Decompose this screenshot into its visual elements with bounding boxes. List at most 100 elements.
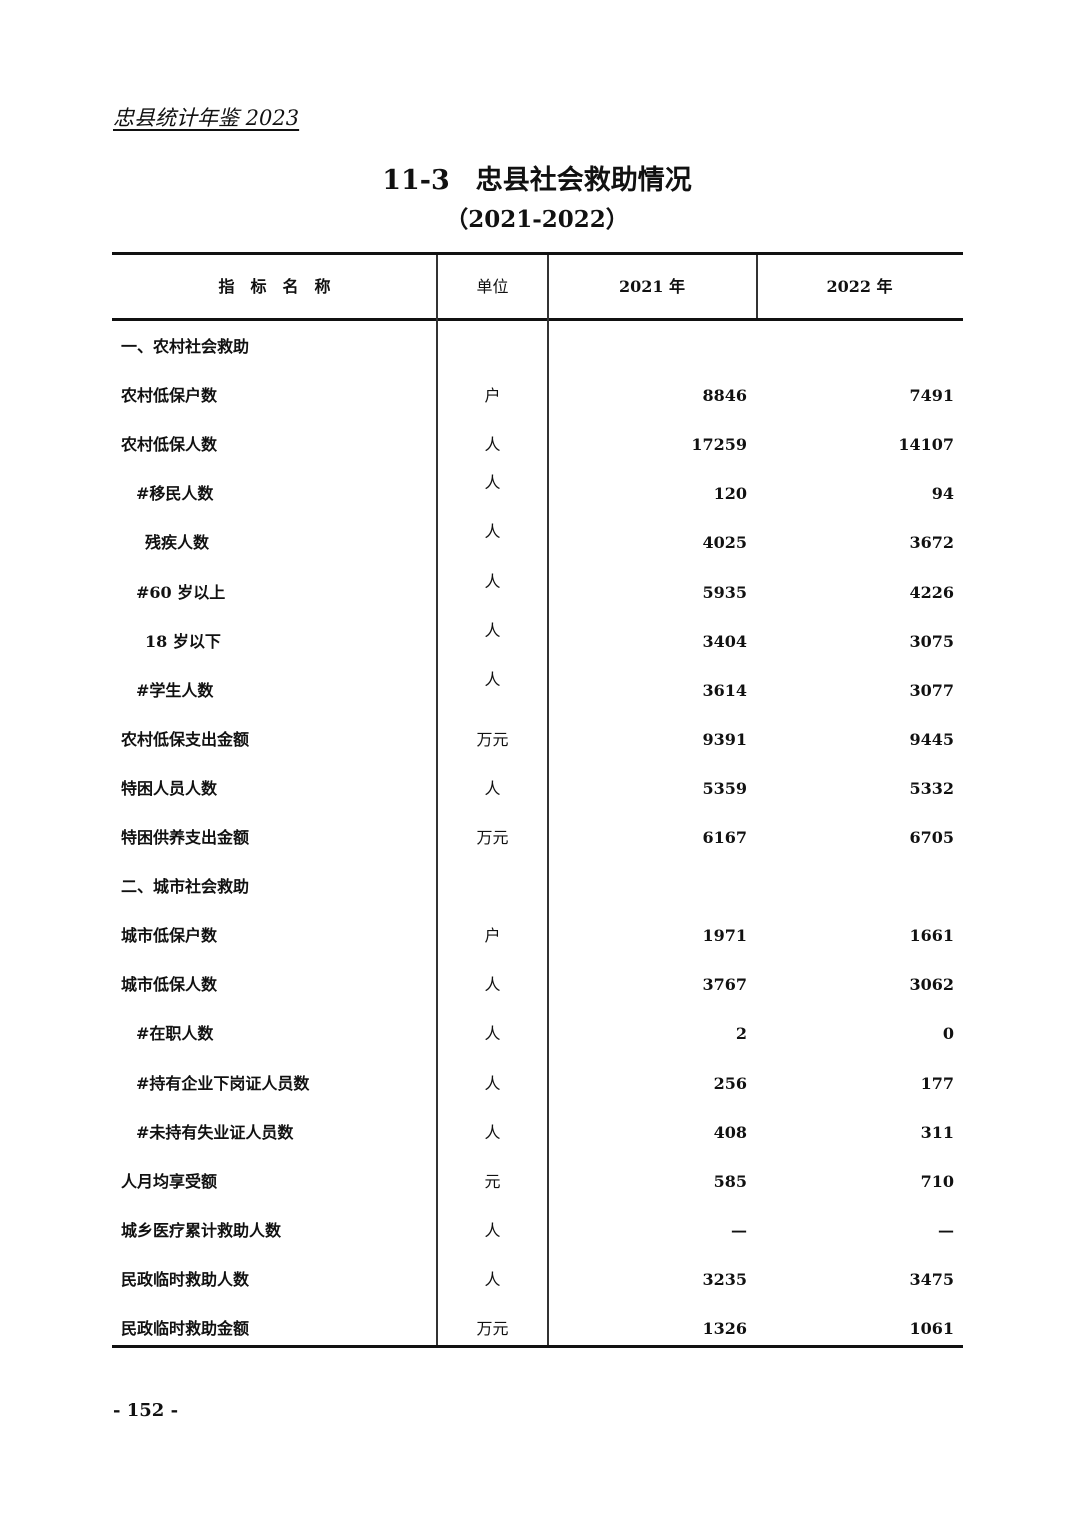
value-2021: 3404	[702, 631, 747, 651]
value-2022: 311	[920, 1122, 954, 1142]
table-title: 11-3 忠县社会救助情况	[0, 158, 1074, 197]
table-row: #在职人数 人 2 0	[112, 1020, 963, 1069]
row-unit: 人	[484, 778, 501, 798]
row-label: 二、城市社会救助	[121, 877, 250, 897]
table-row: 城市低保户数 户 1971 1661	[112, 922, 963, 971]
header-indicator: 指 标 名 称	[218, 277, 331, 296]
value-2021: 1326	[702, 1319, 747, 1338]
table-header: 指 标 名 称 单位 2021 年 2022 年	[112, 255, 963, 321]
value-2022: 7491	[909, 386, 954, 406]
row-unit: 人	[484, 1269, 501, 1289]
header-2021: 2021 年	[618, 277, 686, 296]
row-label: 城乡医疗累计救助人数	[121, 1220, 282, 1240]
page-number: - 152 -	[113, 1400, 179, 1421]
row-label: #未持有失业证人员数	[136, 1122, 294, 1142]
value-2022: 4226	[909, 582, 954, 602]
row-unit: 万元	[476, 1319, 509, 1338]
value-2021: 585	[713, 1171, 747, 1191]
header-2022: 2022 年	[826, 277, 893, 296]
value-2022: 94	[931, 484, 954, 504]
row-unit: 万元	[476, 828, 509, 847]
table-row: 18 岁以下 人 3404 3075	[112, 621, 963, 677]
value-2022: 3475	[909, 1269, 954, 1289]
value-2022: 177	[920, 1073, 954, 1093]
value-2021: 8846	[702, 386, 747, 406]
table-row: 残疾人数 人 4025 3672	[112, 522, 963, 578]
table-row: #学生人数 人 3614 3077	[112, 670, 963, 726]
table-row: 农村低保人数 人 17259 14107	[112, 431, 963, 480]
value-2021: 3614	[702, 680, 747, 700]
value-2021: 5935	[702, 582, 747, 602]
row-label: 残疾人数	[145, 533, 210, 553]
row-unit: 元	[484, 1171, 501, 1191]
row-unit: 人	[484, 1122, 501, 1142]
row-label: 民政临时救助金额	[121, 1319, 250, 1338]
row-label: #学生人数	[136, 680, 214, 700]
data-table: 指 标 名 称 单位 2021 年 2022 年 一、农村社会救助 农村低保户数户…	[112, 252, 963, 1348]
table-row: 农村低保支出金额 万元 9391 9445	[112, 726, 963, 775]
row-label: 特困人员人数	[121, 778, 218, 798]
row-unit: 人	[484, 1220, 501, 1240]
table-row: 农村低保户数 户 8846 7491	[112, 382, 963, 431]
value-2022: —	[938, 1220, 954, 1240]
row-unit: 户	[484, 926, 501, 946]
table-row: 特困供养支出金额 万元 6167 6705	[112, 824, 963, 873]
value-2021: 5359	[702, 778, 747, 798]
table-row: #未持有失业证人员数 人 408 311	[112, 1119, 963, 1168]
table-row: 二、城市社会救助	[112, 873, 963, 922]
row-unit: 人	[484, 1024, 501, 1044]
table-subtitle: （2021-2022）	[445, 206, 629, 233]
value-2022: 3062	[909, 975, 954, 995]
value-2021: 3767	[702, 975, 747, 995]
value-2021: —	[731, 1220, 747, 1240]
row-unit: 户	[484, 386, 501, 406]
row-label: 农村低保人数	[121, 435, 218, 455]
row-unit: 人	[484, 473, 501, 493]
header-unit: 单位	[476, 277, 509, 296]
row-label: #60 岁以上	[136, 582, 226, 602]
header-divider	[756, 255, 758, 318]
value-2022: 3075	[909, 631, 954, 651]
value-2021: 408	[713, 1122, 747, 1142]
value-2021: 256	[713, 1073, 747, 1093]
value-2022: 710	[920, 1171, 954, 1191]
row-unit: 人	[484, 669, 501, 689]
row-label: 18 岁以下	[145, 631, 221, 651]
row-label: #在职人数	[136, 1024, 214, 1044]
value-2021: 120	[713, 484, 747, 504]
row-label: 农村低保户数	[121, 386, 218, 406]
row-unit: 人	[484, 1073, 501, 1093]
row-unit: 人	[484, 975, 501, 995]
value-2022: 1061	[909, 1319, 954, 1338]
value-2022: 9445	[909, 729, 954, 749]
value-2022: 3672	[909, 533, 954, 553]
table-row: 特困人员人数 人 5359 5332	[112, 775, 963, 824]
value-2022: 5332	[909, 778, 954, 798]
value-2022: 6705	[909, 828, 954, 847]
column-divider	[436, 255, 438, 1345]
row-label: 特困供养支出金额	[121, 828, 250, 847]
row-label: 农村低保支出金额	[121, 729, 250, 749]
row-label: #持有企业下岗证人员数	[136, 1073, 310, 1093]
row-label: 民政临时救助人数	[121, 1269, 250, 1289]
table-row: 一、农村社会救助	[112, 333, 963, 382]
table-row: #持有企业下岗证人员数 人 256 177	[112, 1070, 963, 1119]
table-row: 人月均享受额 元 585 710	[112, 1168, 963, 1217]
value-2022: 14107	[898, 435, 954, 455]
table-row: #60 岁以上 人 5935 4226	[112, 572, 963, 628]
row-unit: 万元	[476, 729, 509, 749]
value-2021: 6167	[702, 828, 747, 847]
row-unit: 人	[484, 522, 501, 542]
table-number: 11-3	[382, 165, 450, 196]
table-row: #移民人数 人 120 94	[112, 473, 963, 529]
table-row: 城市低保人数 人 3767 3062	[112, 971, 963, 1020]
row-label: 一、农村社会救助	[121, 337, 250, 356]
running-header: 忠县统计年鉴 2023	[113, 106, 300, 130]
value-2022: 3077	[909, 680, 954, 700]
row-unit: 人	[484, 435, 501, 455]
value-2021: 1971	[702, 926, 747, 946]
row-label: 城市低保户数	[121, 926, 218, 946]
row-label: 城市低保人数	[121, 975, 218, 995]
table-row: 民政临时救助人数 人 3235 3475	[112, 1266, 963, 1315]
table-row: 城乡医疗累计救助人数 人 — —	[112, 1217, 963, 1266]
